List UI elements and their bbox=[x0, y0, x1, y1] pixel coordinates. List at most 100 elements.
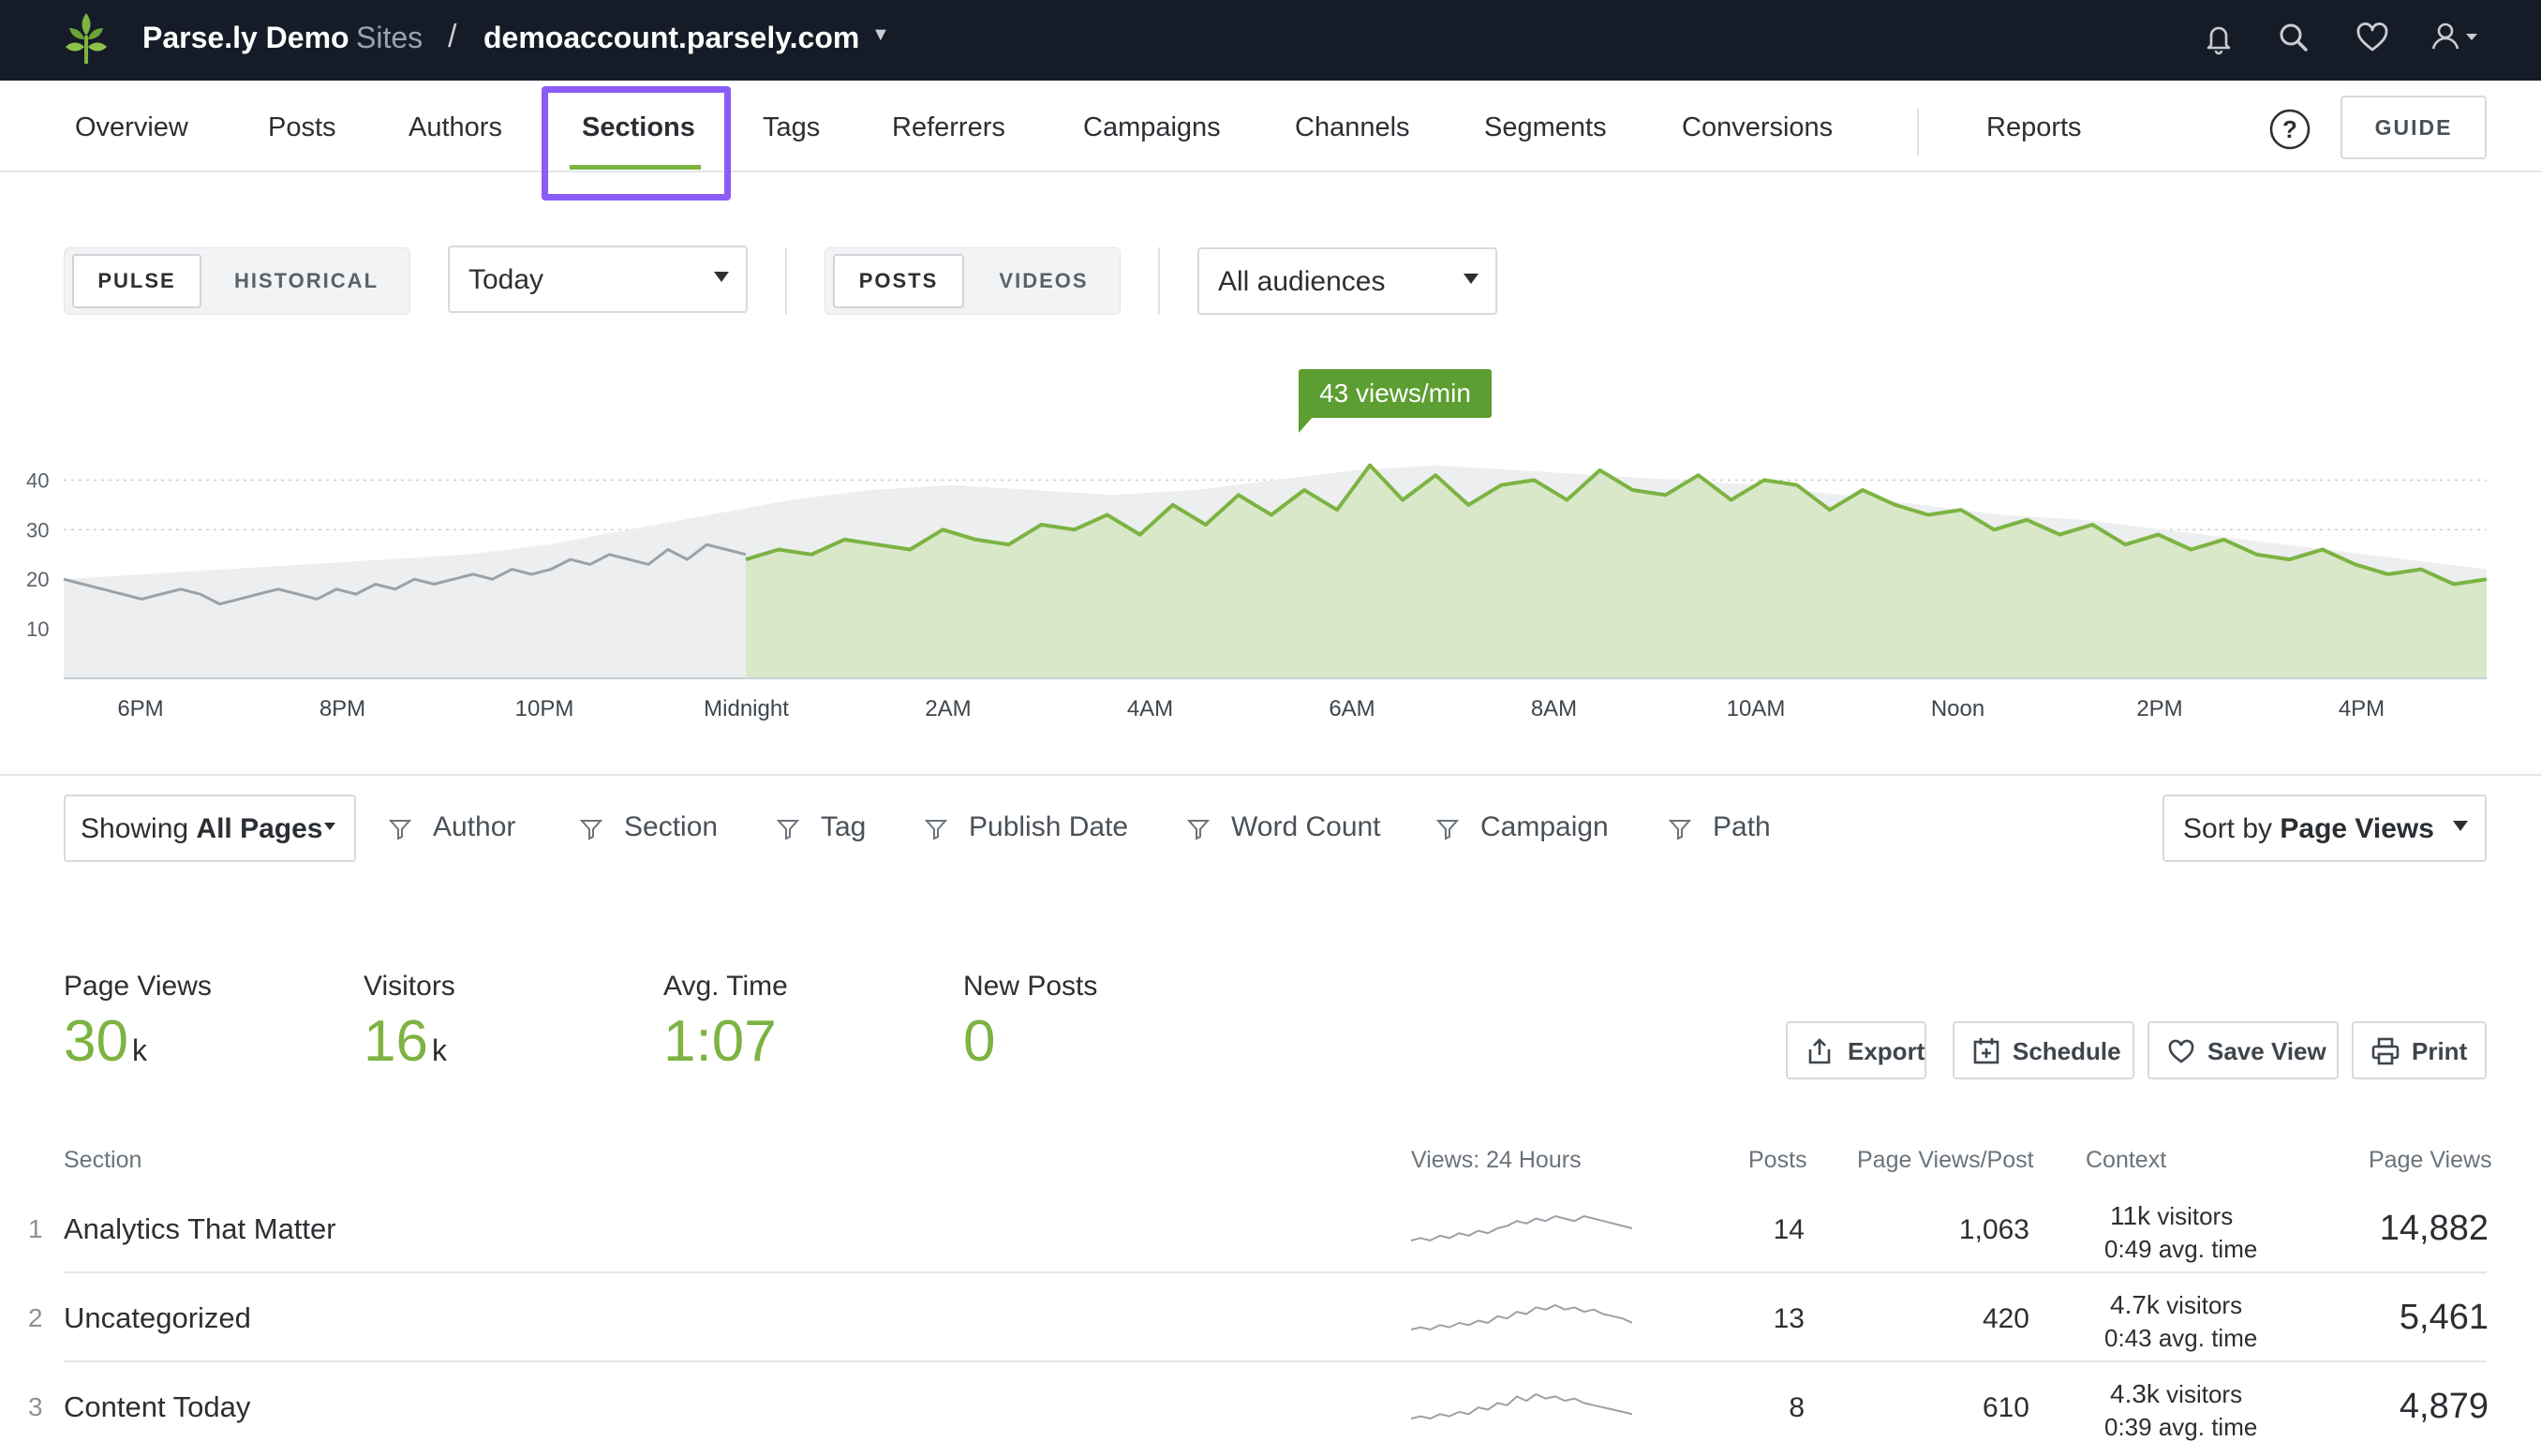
export-button[interactable]: Export bbox=[1786, 1021, 1926, 1079]
row-rank: 2 bbox=[28, 1303, 43, 1332]
pulse-button[interactable]: PULSE bbox=[72, 254, 201, 308]
col-views-24h: Views: 24 Hours bbox=[1411, 1147, 1582, 1173]
nav-referrers[interactable]: Referrers bbox=[892, 112, 1005, 142]
y-axis-labels: 10 20 30 40 bbox=[26, 468, 49, 641]
historical-button[interactable]: HISTORICAL bbox=[233, 269, 379, 292]
row-page-views: 4,879 bbox=[2399, 1387, 2489, 1426]
x-tick-label: 6PM bbox=[117, 696, 163, 721]
metric-page-views: Page Views 30 k bbox=[64, 971, 212, 1074]
calendar-icon bbox=[1973, 1038, 1999, 1064]
y-tick-label: 30 bbox=[26, 518, 49, 542]
filter-icon bbox=[1435, 820, 1460, 840]
y-tick-label: 20 bbox=[26, 568, 49, 591]
domain-caret-icon[interactable]: ▼ bbox=[871, 24, 890, 45]
chevron-down-icon bbox=[324, 823, 335, 830]
row-section-name[interactable]: Uncategorized bbox=[64, 1301, 251, 1334]
filter-icon bbox=[1668, 820, 1692, 840]
row-visitors-value: 11k bbox=[2110, 1201, 2151, 1230]
nav-conversions[interactable]: Conversions bbox=[1682, 112, 1834, 142]
parsely-logo-icon[interactable] bbox=[60, 11, 112, 67]
row-sparkline bbox=[1411, 1214, 1632, 1242]
table-row[interactable]: 3 Content Today 8 610 4.3k visitors 0:39 avg.… bbox=[0, 1362, 2541, 1450]
save-view-button[interactable]: Save View bbox=[2147, 1021, 2339, 1079]
table-row[interactable]: 1 Analytics That Matter 14 1,063 11k visitor… bbox=[0, 1184, 2541, 1272]
filter-label: Path bbox=[1713, 811, 1771, 842]
sparkline-path bbox=[1411, 1392, 1632, 1420]
row-page-views: 14,882 bbox=[2379, 1209, 2489, 1248]
row-avg-time: 0:39 avg. time bbox=[2104, 1413, 2257, 1442]
pulse-chart-svg: 10 20 30 40 6PM 8PM 10PM Midnight 2AM 4AM 6AM 8AM 1… bbox=[26, 369, 2488, 721]
user-menu-icon[interactable] bbox=[2429, 17, 2483, 58]
row-visitors-label: visitors bbox=[2166, 1291, 2243, 1319]
export-icon bbox=[1808, 1038, 1831, 1064]
col-context: Context bbox=[2086, 1147, 2167, 1173]
y-tick-label: 40 bbox=[26, 468, 49, 492]
chevron-down-icon bbox=[714, 272, 729, 282]
period-select[interactable]: Today bbox=[448, 245, 748, 313]
past-traffic-area bbox=[64, 544, 746, 678]
past-traffic-line bbox=[63, 542, 747, 606]
row-visitors-value: 4.3k bbox=[2110, 1379, 2160, 1408]
row-rank: 1 bbox=[28, 1214, 43, 1243]
row-pv-per-post: 610 bbox=[1982, 1392, 2029, 1423]
filter-label: Section bbox=[624, 811, 719, 842]
schedule-button[interactable]: Schedule bbox=[1953, 1021, 2134, 1079]
heart-icon[interactable] bbox=[2352, 17, 2393, 58]
metric-label: New Posts bbox=[963, 971, 1098, 1002]
nav-reports[interactable]: Reports bbox=[1986, 112, 2082, 142]
nav-posts[interactable]: Posts bbox=[268, 112, 336, 142]
filter-label: Word Count bbox=[1231, 811, 1381, 842]
nav-segments[interactable]: Segments bbox=[1484, 112, 1607, 142]
guide-button[interactable]: GUIDE bbox=[2340, 96, 2487, 159]
col-page-views[interactable]: Page Views bbox=[2369, 1147, 2492, 1173]
showing-select[interactable]: Showing All Pages bbox=[64, 795, 356, 862]
audience-select[interactable]: All audiences bbox=[1197, 247, 1497, 315]
x-tick-label: 2AM bbox=[925, 696, 971, 721]
col-page-views-per-post[interactable]: Page Views/Post bbox=[1857, 1147, 2034, 1173]
metric-visitors: Visitors 16 k bbox=[364, 971, 455, 1074]
nav-sections[interactable]: Sections bbox=[582, 112, 695, 142]
table-row[interactable]: 2 Uncategorized 13 420 4.7k visitors 0:43 avg… bbox=[0, 1273, 2541, 1361]
col-section[interactable]: Section bbox=[64, 1147, 142, 1173]
sort-select[interactable]: Sort by Page Views bbox=[2162, 795, 2487, 862]
metric-label: Avg. Time bbox=[663, 971, 788, 1002]
nav-campaigns[interactable]: Campaigns bbox=[1083, 112, 1221, 142]
brand-name: Parse.ly Demo bbox=[142, 21, 349, 54]
row-pv-per-post: 420 bbox=[1982, 1303, 2029, 1334]
domain-selector[interactable]: demoaccount.parsely.com bbox=[483, 21, 860, 54]
x-tick-label: Midnight bbox=[704, 696, 789, 721]
save-view-label: Save View bbox=[2207, 1037, 2326, 1065]
x-tick-label: 10PM bbox=[515, 696, 574, 721]
row-section-name[interactable]: Content Today bbox=[64, 1390, 251, 1423]
bell-icon[interactable] bbox=[2198, 17, 2239, 58]
search-icon[interactable] bbox=[2273, 17, 2314, 58]
pulse-chart[interactable]: 10 20 30 40 6PM 8PM 10PM Midnight 2AM 4AM 6AM 8AM 1… bbox=[0, 362, 2541, 736]
audience-value: All audiences bbox=[1218, 266, 1386, 297]
row-posts: 14 bbox=[1773, 1214, 1805, 1245]
col-posts[interactable]: Posts bbox=[1748, 1147, 1807, 1173]
nav-overview[interactable]: Overview bbox=[75, 112, 188, 142]
row-rank: 3 bbox=[28, 1392, 43, 1421]
videos-button[interactable]: VIDEOS bbox=[999, 269, 1089, 292]
sections-highlight-box bbox=[542, 86, 731, 201]
help-icon[interactable]: ? bbox=[2267, 107, 2312, 152]
row-sparkline bbox=[1411, 1392, 1632, 1420]
today-traffic-line bbox=[745, 463, 2488, 587]
row-avg-time-label: avg. time bbox=[2158, 1324, 2258, 1352]
chevron-down-icon bbox=[1464, 274, 1479, 284]
x-tick-label: 2PM bbox=[2136, 696, 2182, 721]
nav-authors[interactable]: Authors bbox=[409, 112, 502, 142]
nav-channels[interactable]: Channels bbox=[1295, 112, 1410, 142]
metric-new-posts: New Posts 0 bbox=[963, 971, 1098, 1074]
row-section-name[interactable]: Analytics That Matter bbox=[64, 1212, 336, 1245]
print-button[interactable]: Print bbox=[2352, 1021, 2487, 1079]
chart-tooltip: 43 views/min bbox=[1299, 369, 1492, 433]
row-posts: 8 bbox=[1789, 1392, 1805, 1423]
sites-link[interactable]: Sites bbox=[356, 21, 424, 54]
posts-button[interactable]: POSTS bbox=[833, 254, 964, 308]
filter-icon bbox=[776, 820, 800, 840]
heart-icon bbox=[2168, 1039, 2194, 1063]
nav-tags[interactable]: Tags bbox=[763, 112, 821, 142]
x-tick-label: Noon bbox=[1931, 696, 1984, 721]
main-nav: Overview Posts Authors Sections Tags Ref… bbox=[0, 81, 2541, 172]
